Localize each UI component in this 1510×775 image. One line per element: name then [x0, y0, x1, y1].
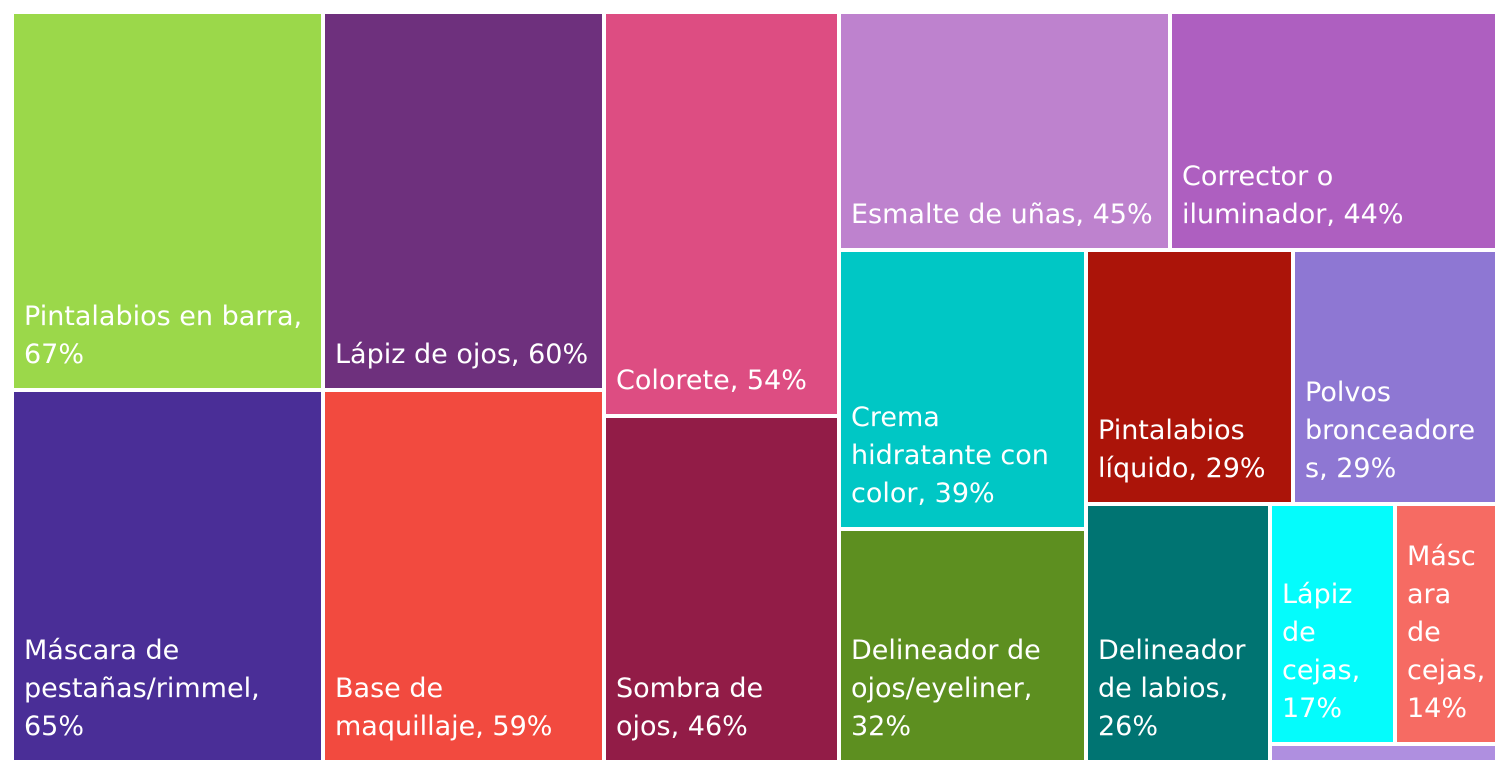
- treemap-tile: Crema hidratante con color, 39%: [841, 252, 1084, 527]
- treemap-tile-label: Delineador de labios, 26%: [1098, 635, 1246, 742]
- treemap-tile-label: Sombra de ojos, 46%: [616, 673, 764, 742]
- treemap-tile: Pintalabios en barra, 67%: [14, 14, 321, 388]
- treemap-tile: Colorete, 54%: [606, 14, 837, 414]
- treemap-tile-label: Lápiz de ojos, 60%: [335, 339, 589, 370]
- treemap-tile: Pintalabios líquido, 29%: [1088, 252, 1291, 502]
- treemap-tile-label: Máscara de cejas, 14%: [1407, 541, 1486, 724]
- treemap-tile-label: Colorete, 54%: [616, 365, 807, 396]
- treemap-tile-label: Base de maquillaje, 59%: [335, 673, 553, 742]
- treemap-tile: Corrector o iluminador, 44%: [1172, 14, 1495, 248]
- treemap-tile-label: Polvos bronceadores, 29%: [1305, 377, 1476, 484]
- treemap-tile-label: Corrector o iluminador, 44%: [1182, 161, 1404, 230]
- treemap-tile: Máscara de pestañas/rimmel, 65%: [14, 392, 321, 760]
- treemap-tile-label: Lápiz de cejas, 17%: [1282, 579, 1361, 724]
- treemap-tile-label: Esmalte de uñas, 45%: [851, 199, 1153, 230]
- treemap-tile: Delineador de ojos/eyeliner, 32%: [841, 531, 1084, 760]
- treemap-tile: [1272, 746, 1495, 760]
- treemap-tile: Sombra de ojos, 46%: [606, 418, 837, 760]
- treemap-tile: Lápiz de cejas, 17%: [1272, 506, 1393, 742]
- treemap-tile-label: Pintalabios líquido, 29%: [1098, 415, 1266, 484]
- treemap-tile: Lápiz de ojos, 60%: [325, 14, 602, 388]
- treemap-tile: Polvos bronceadores, 29%: [1295, 252, 1495, 502]
- treemap-tile: Esmalte de uñas, 45%: [841, 14, 1168, 248]
- treemap-tile-label: Pintalabios en barra, 67%: [24, 301, 303, 370]
- treemap-tile-label: Delineador de ojos/eyeliner, 32%: [851, 635, 1041, 742]
- treemap-tile: Base de maquillaje, 59%: [325, 392, 602, 760]
- treemap-tile-label: Crema hidratante con color, 39%: [851, 402, 1049, 509]
- treemap-tile: Delineador de labios, 26%: [1088, 506, 1268, 760]
- treemap-tile: Máscara de cejas, 14%: [1397, 506, 1495, 742]
- treemap-tile-label: Máscara de pestañas/rimmel, 65%: [24, 635, 260, 742]
